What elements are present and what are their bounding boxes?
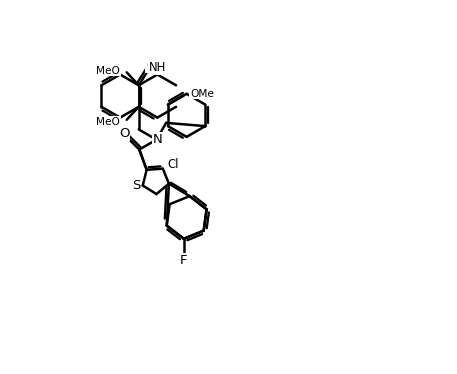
Text: MeO: MeO [96,117,120,126]
Text: O: O [146,59,156,72]
Text: NH: NH [149,61,166,74]
Text: S: S [132,179,141,192]
Text: F: F [180,254,187,267]
Text: O: O [119,127,129,140]
Text: Cl: Cl [167,158,179,171]
Text: N: N [153,133,163,146]
Text: OMe: OMe [190,89,214,99]
Text: MeO: MeO [96,65,120,76]
